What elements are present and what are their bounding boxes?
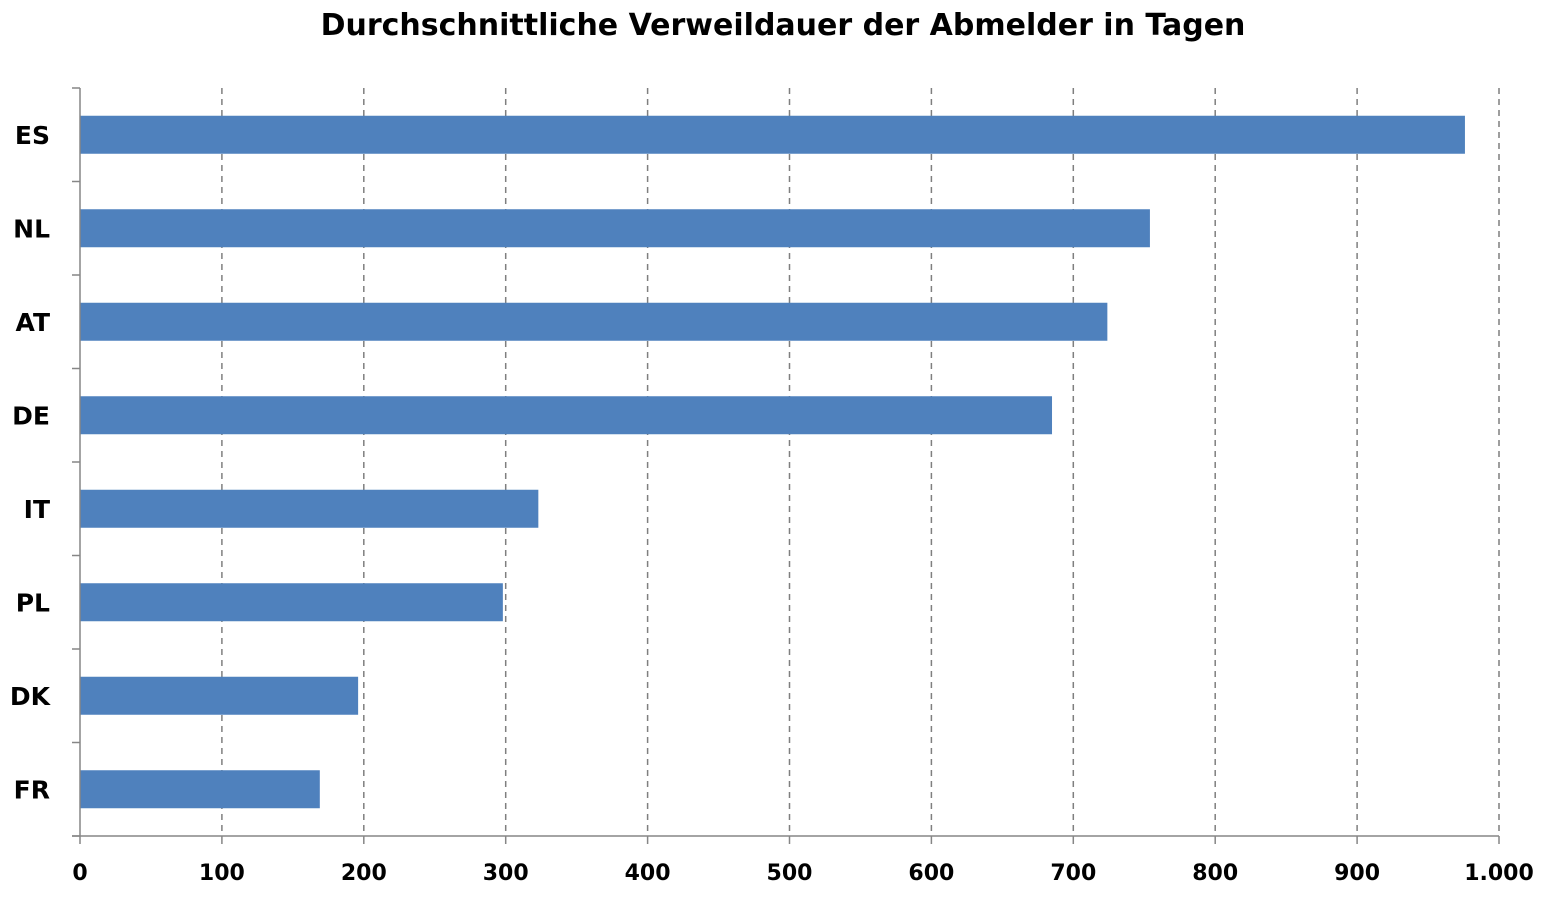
bar-it xyxy=(80,489,539,528)
y-tick-label-dk: DK xyxy=(10,682,52,711)
x-tick-label: 900 xyxy=(1334,861,1380,886)
y-tick-label-it: IT xyxy=(24,495,50,524)
axes xyxy=(72,87,1500,844)
bar-de xyxy=(80,396,1053,435)
y-tick-label-nl: NL xyxy=(13,214,50,243)
x-tick-label: 300 xyxy=(483,861,529,886)
y-tick-label-fr: FR xyxy=(14,775,50,804)
x-tick-labels: 0 100 200 300 400 500 600 700 800 900 1.000 xyxy=(72,861,1533,886)
x-tick-label: 100 xyxy=(199,861,245,886)
x-tick-label: 800 xyxy=(1192,861,1238,886)
y-tick-label-at: AT xyxy=(16,308,50,337)
bar-fr xyxy=(80,770,320,809)
x-tick-label: 200 xyxy=(341,861,387,886)
y-tick-label-pl: PL xyxy=(16,588,50,617)
y-tick-label-es: ES xyxy=(15,121,50,150)
x-tick-label: 700 xyxy=(1050,861,1096,886)
x-tick-label: 400 xyxy=(625,861,671,886)
y-tick-labels: ES NL AT DE IT PL DK FR xyxy=(10,121,52,805)
x-tick-label: 600 xyxy=(908,861,954,886)
x-tick-label: 1.000 xyxy=(1464,861,1534,886)
bars xyxy=(80,115,1465,809)
chart-title: Durchschnittliche Verweildauer der Abmel… xyxy=(320,8,1246,43)
bar-at xyxy=(80,302,1108,341)
x-tick-label: 0 xyxy=(72,861,87,886)
x-tick-label: 500 xyxy=(767,861,813,886)
bar-es xyxy=(80,115,1465,154)
bar-pl xyxy=(80,583,503,622)
gridlines xyxy=(221,88,1500,836)
y-tick-label-de: DE xyxy=(12,401,50,430)
bar-dk xyxy=(80,676,359,715)
bar-nl xyxy=(80,209,1150,248)
